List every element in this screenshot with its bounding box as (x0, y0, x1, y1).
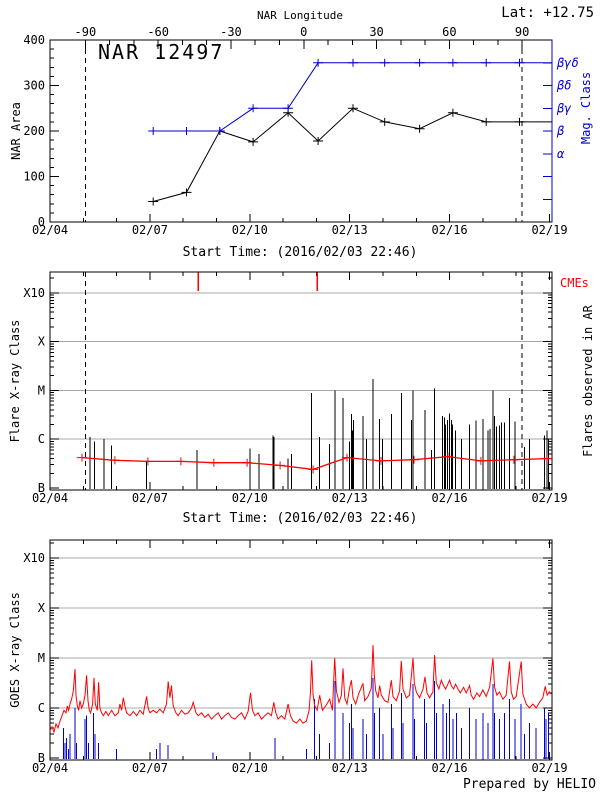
tick-label: 90 (515, 25, 529, 39)
tick-label: 300 (23, 79, 45, 93)
tick-label: -30 (220, 25, 242, 39)
prepared-by-credit: Prepared by HELIO (462, 777, 596, 792)
tick-label: C (38, 432, 45, 446)
tick-label: 400 (23, 33, 45, 47)
tick-label: 0 (38, 215, 45, 229)
flare-daily-average (77, 452, 552, 474)
tick-label: 02/07 (132, 223, 168, 237)
flare-bars (89, 379, 549, 489)
flares-observed-label: Flares observed in AR (581, 305, 595, 457)
mag-class-series (148, 58, 552, 135)
axis-ticks (49, 39, 552, 760)
tick-label: B (38, 751, 45, 765)
tick-label: 02/16 (432, 223, 468, 237)
panel-frames (49, 39, 553, 761)
tick-label: 100 (23, 170, 45, 184)
disk-passage-lines (85, 40, 523, 490)
tick-label: -90 (75, 25, 97, 39)
tick-label: 02/19 (531, 491, 567, 505)
tick-label: βδ (556, 79, 571, 93)
tick-label: βγδ (556, 56, 579, 70)
cme-ticks (197, 272, 318, 291)
tick-label: 30 (369, 25, 383, 39)
tick-label: 02/13 (332, 491, 368, 505)
tick-label: M (38, 651, 45, 665)
tick-label: C (38, 701, 45, 715)
tick-label: 02/04 (32, 223, 68, 237)
tick-label: 02/19 (531, 761, 567, 775)
longitude-axis-title: NAR Longitude (256, 9, 344, 22)
tick-label: βγ (556, 101, 572, 115)
tick-label: 60 (442, 25, 456, 39)
mag-class-axis (543, 40, 553, 222)
tick-label: X (38, 335, 46, 349)
tick-label: X10 (23, 286, 45, 300)
goes-xray-axis-label: GOES X-ray Class (8, 592, 22, 708)
tick-label: 02/16 (432, 761, 468, 775)
flare-xray-axis-label: Flare X-ray Class (8, 319, 22, 443)
tick-label: β (556, 124, 565, 138)
tick-label: 0 (300, 25, 307, 39)
tick-label: M (38, 383, 45, 397)
tick-label: 02/16 (432, 491, 468, 505)
tick-labels: 400 300 200 100 0 -90 -60 -30 0 30 60 90 02/04 02/07 0… (23, 25, 578, 775)
tick-label: 02/07 (132, 761, 168, 775)
start-time-caption-1: Start Time: (2016/02/03 22:46) (182, 245, 418, 260)
tick-label: 02/13 (332, 761, 368, 775)
tick-label: 02/10 (232, 761, 268, 775)
tick-label: 02/07 (132, 491, 168, 505)
tick-label: -60 (147, 25, 169, 39)
nar-area-axis-label: NAR Area (9, 102, 23, 160)
latitude-label: Lat: +12.75 (501, 5, 594, 21)
mag-class-axis-label: Mag. Class (579, 71, 593, 145)
tick-label: 02/04 (32, 491, 68, 505)
tick-label: 02/10 (232, 491, 268, 505)
tick-label: 02/10 (232, 223, 268, 237)
tick-label: 02/19 (531, 223, 567, 237)
tick-label: 02/13 (332, 223, 368, 237)
active-region-title: NAR 12497 (98, 40, 225, 64)
particle-spikes (62, 677, 549, 759)
nar-area-series (148, 104, 552, 206)
cmes-label: CMEs (560, 276, 589, 290)
tick-label: 02/04 (32, 761, 68, 775)
tick-label: α (557, 147, 565, 161)
start-time-caption-2: Start Time: (2016/02/03 22:46) (182, 511, 418, 526)
goes-flux-curve (49, 645, 552, 734)
tick-label: B (38, 481, 45, 495)
tick-label: X (38, 601, 46, 615)
tick-label: X10 (23, 551, 45, 565)
class-gridlines (50, 292, 552, 709)
tick-label: 200 (23, 124, 45, 138)
